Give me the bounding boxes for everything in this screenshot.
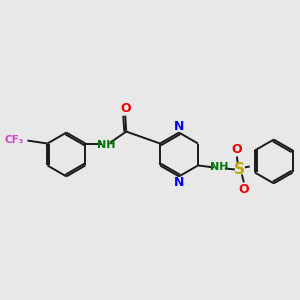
Text: NH: NH [210, 162, 228, 172]
Text: CF₃: CF₃ [4, 134, 23, 145]
Text: N: N [174, 120, 184, 133]
Text: O: O [232, 143, 242, 156]
Text: S: S [234, 162, 245, 177]
Text: N: N [174, 176, 184, 189]
Text: O: O [120, 102, 130, 115]
Text: O: O [238, 183, 249, 196]
Text: NH: NH [97, 140, 116, 149]
